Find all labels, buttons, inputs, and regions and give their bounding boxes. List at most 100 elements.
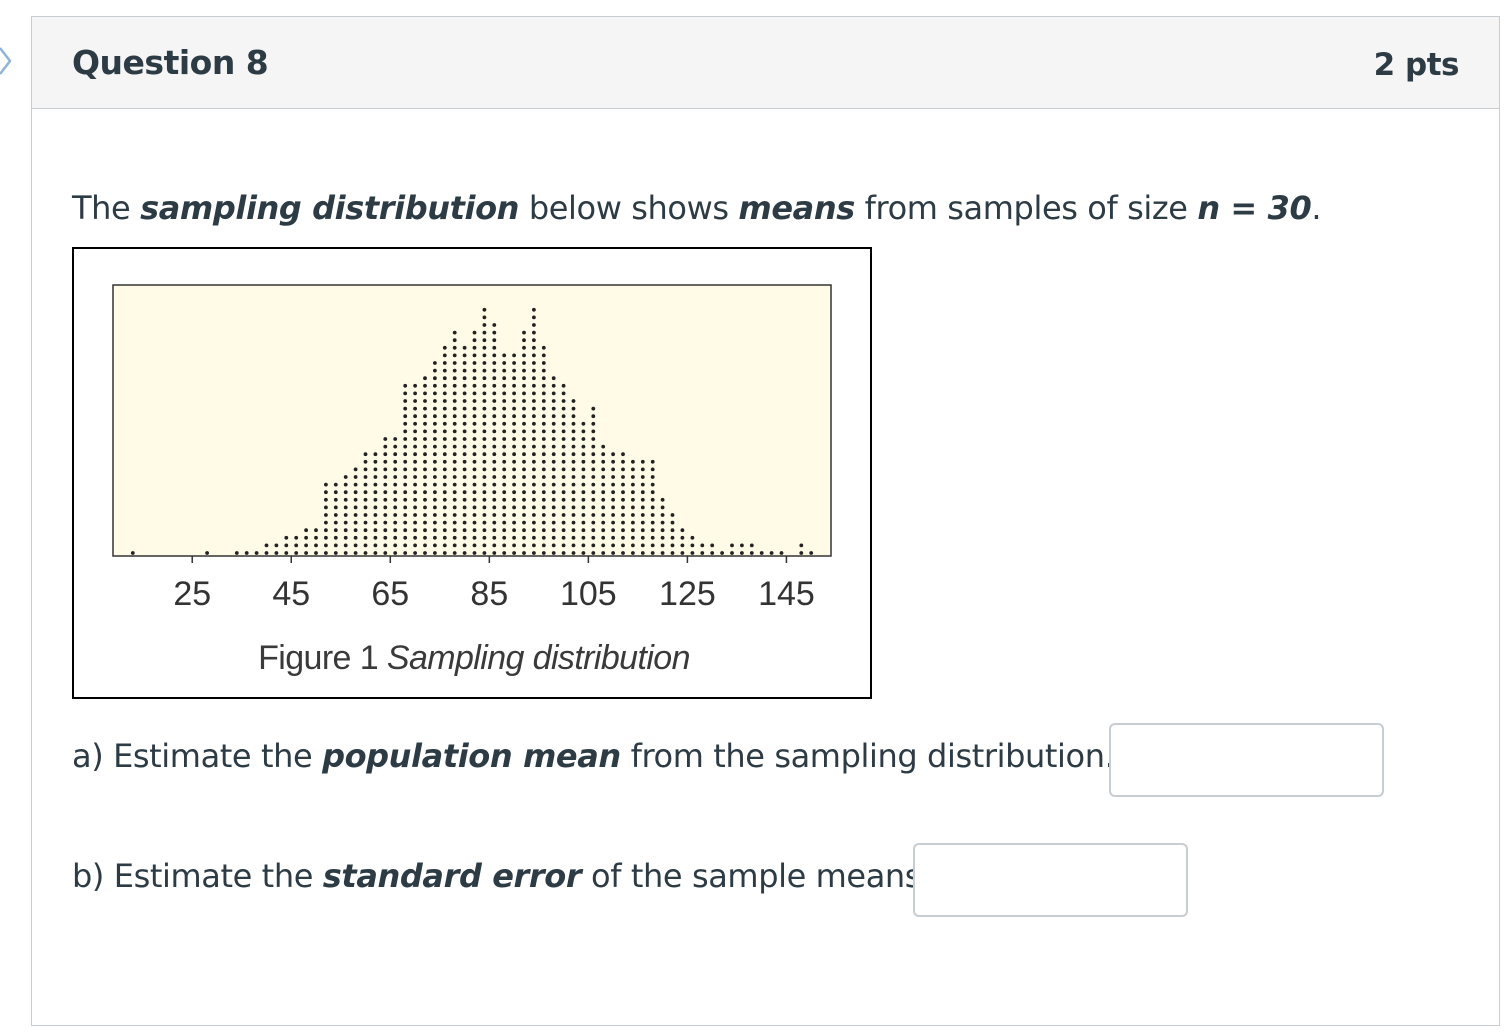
data-dot [512,513,516,517]
data-dot [383,490,388,495]
data-dot [472,497,477,502]
data-dot [591,467,596,472]
data-dot [650,551,655,555]
data-dot [393,497,398,502]
data-dot [532,452,536,457]
data-dot [581,475,586,479]
data-dot [492,330,497,335]
data-dot [492,399,497,403]
data-dot [333,551,338,555]
data-dot [363,535,368,540]
part-b-text: b) Estimate the standard error of the sa… [72,857,931,895]
data-dot [482,444,487,449]
data-dot [482,414,487,419]
data-dot [383,535,388,540]
data-dot [482,376,487,381]
data-dot [561,490,566,495]
data-dot [561,513,566,517]
data-dot [442,444,447,449]
data-dot [561,444,566,449]
data-dot [502,520,507,525]
data-dot [502,452,507,457]
data-dot [660,497,665,502]
part-b-emphasis: standard error [322,857,582,895]
data-dot [611,490,615,495]
data-dot [403,437,408,441]
data-dot [482,482,487,487]
data-dot [393,459,398,464]
data-dot [561,551,566,555]
part-a-text-2: from the sampling distribution. [620,737,1115,775]
data-dot [522,505,526,510]
data-dot [333,543,338,548]
data-dot [452,345,457,350]
data-dot [532,459,536,464]
data-dot [452,391,457,396]
data-dot [621,513,625,517]
data-dot [551,399,556,403]
data-dot [571,482,576,487]
data-dot [581,444,586,449]
data-dot [571,452,576,457]
data-dot [244,551,249,555]
data-dot [522,414,526,419]
data-dot [532,437,536,441]
data-dot [373,482,378,487]
data-dot [482,421,487,426]
data-dot [581,505,586,510]
x-tick-label: 105 [560,575,617,613]
data-dot [353,505,358,510]
data-dot [373,543,378,548]
part-a-answer-input[interactable] [1109,723,1384,797]
data-dot [512,421,516,426]
data-dot [492,368,497,373]
data-dot [551,475,556,479]
data-dot [502,399,507,403]
data-dot [462,452,467,457]
data-dot [522,330,526,335]
data-dot [532,482,536,487]
data-dot [700,551,705,555]
data-dot [512,497,516,502]
data-dot [433,482,437,487]
data-dot [413,414,417,419]
data-dot [551,452,556,457]
part-b-answer-input[interactable] [913,843,1188,917]
data-dot [403,429,408,434]
data-dot [492,490,497,495]
data-dot [442,520,447,525]
data-dot [551,467,556,472]
data-dot [532,444,536,449]
data-dot [502,444,507,449]
data-dot [591,475,596,479]
data-dot [581,482,586,487]
collapse-chevron-icon[interactable] [0,44,16,78]
question-points: 2 pts [1373,47,1460,83]
data-dot [343,475,348,479]
data-dot [492,444,497,449]
data-dot [502,361,507,365]
data-dot [353,490,358,495]
data-dot [571,414,576,419]
data-dot [522,421,526,426]
data-dot [452,338,457,343]
data-dot [541,497,546,502]
data-dot [502,535,507,540]
data-dot [393,528,398,533]
data-dot [324,505,328,510]
prompt-text-4: . [1311,189,1322,227]
data-dot [413,528,417,533]
data-dot [373,528,378,533]
data-dot [532,543,536,548]
data-dot [571,543,576,548]
data-dot [551,376,556,381]
data-dot [690,543,695,548]
data-dot [502,467,507,472]
data-dot [541,482,546,487]
data-dot [561,421,566,426]
data-dot [423,429,427,434]
data-dot [541,475,546,479]
data-dot [482,543,487,548]
data-dot [660,528,665,533]
data-dot [502,505,507,510]
